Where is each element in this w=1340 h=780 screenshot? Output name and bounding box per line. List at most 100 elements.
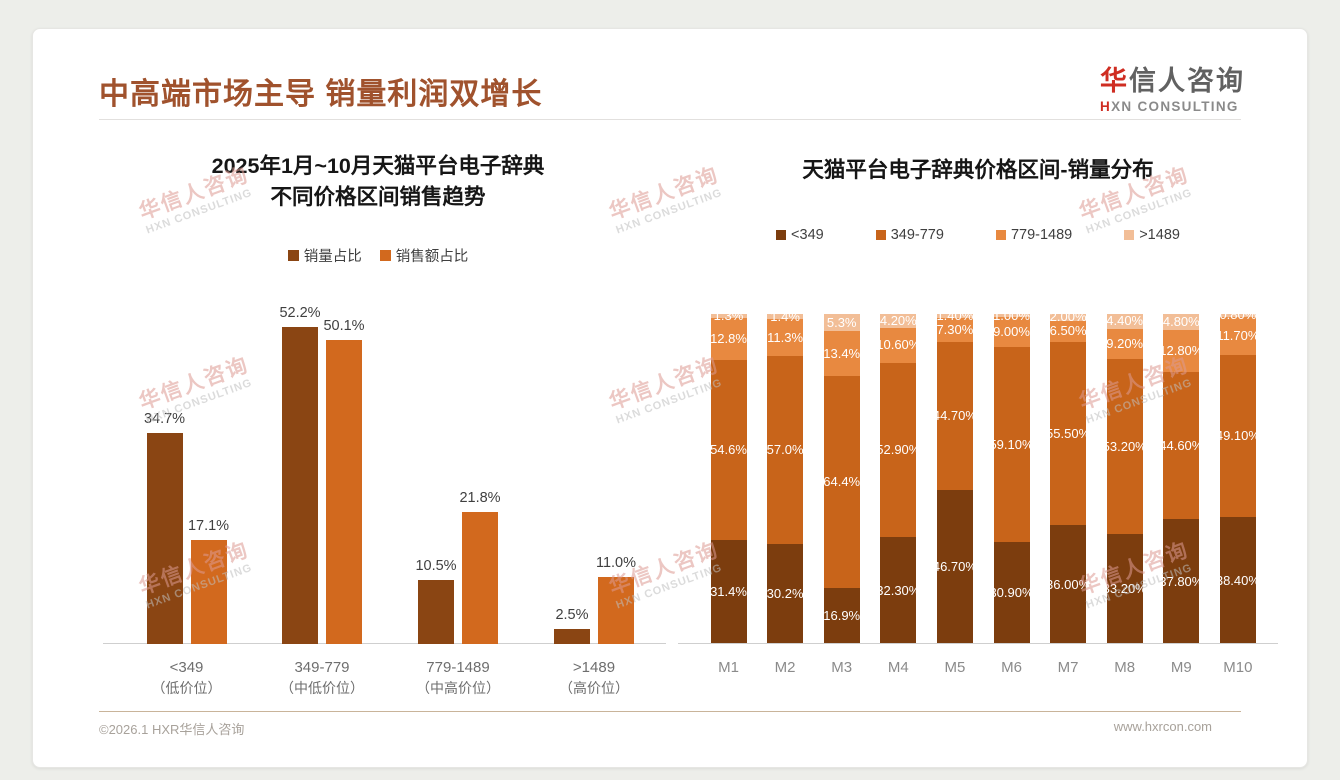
segment-label: 59.10% (989, 436, 1034, 452)
legend-swatch-icon (1124, 230, 1135, 240)
bar-segment (823, 375, 860, 589)
bar-segment (1163, 519, 1200, 643)
x-tick-label: M10 (1223, 659, 1253, 676)
bar (282, 327, 318, 644)
segment-label: 32.30% (876, 582, 921, 598)
legend-swatch-icon (379, 250, 391, 261)
segment-label: 6.50% (1049, 323, 1087, 339)
bar-segment (1106, 358, 1143, 535)
bar-segment (880, 314, 917, 328)
bar-segment (1219, 314, 1256, 317)
segment-label: 54.6% (710, 442, 747, 458)
segment-label: 5.3% (826, 314, 857, 330)
legend-swatch-icon (995, 230, 1006, 240)
bar-segment (1106, 534, 1143, 643)
bar (146, 433, 183, 644)
x-tick-label: 349-779 （中低价位） (252, 657, 392, 698)
footer-divider (99, 711, 1241, 712)
bar-segment (1050, 525, 1087, 643)
legend-item-779-1489: 779-1489 (995, 227, 1072, 243)
bar-segment (936, 342, 973, 490)
segment-label: 4.80% (1162, 314, 1200, 329)
segment-label: 16.9% (823, 608, 861, 624)
x-tick-line2: （中高价位） (416, 680, 500, 696)
x-tick-line1: 779-1489 (426, 659, 490, 676)
segment-label: 4.40% (1106, 314, 1144, 329)
segment-label: 1.40% (936, 314, 974, 323)
bar-segment (1050, 320, 1087, 343)
x-tick-label: M3 (831, 659, 853, 676)
x-tick-label: >1489 （高价位） (524, 657, 664, 698)
bar-segment (993, 347, 1030, 543)
bar-segment (1163, 314, 1200, 330)
bar-segment (880, 327, 917, 363)
x-tick-line2: （高价位） (559, 680, 629, 696)
legend-label: <349 (791, 227, 824, 243)
segment-label: 49.10% (1215, 428, 1260, 444)
bar (190, 540, 227, 644)
bar (326, 340, 362, 644)
bar (418, 580, 454, 644)
right-chart-plot: 31.4% 54.6% 12.8% 1.3% 30.2% 57.0% 11.3% 1.4% 16… (678, 314, 1278, 644)
segment-label: 53.20% (1102, 438, 1147, 454)
bar-segment (710, 360, 747, 541)
x-tick-label: <349 （低价位） (117, 657, 257, 698)
bar-segment (1163, 329, 1200, 373)
slide-card: 中高端市场主导 销量利润双增长 华信人咨询 HXN CONSULTING 202… (32, 28, 1308, 768)
segment-label: 44.70% (932, 408, 977, 424)
logo-en: HXN CONSULTING (1100, 99, 1245, 114)
segment-label: 11.70% (1216, 327, 1260, 343)
left-chart-plot: 34.7% 52.2% 10.5% 2.5% 17.1% 50.1% 21.8% 11.0% (78, 284, 678, 644)
bar-segment (936, 314, 973, 319)
logo-zh-rest: 信人咨询 (1129, 66, 1245, 96)
bar-segment (823, 588, 860, 643)
bar-segment (710, 314, 747, 318)
left-chart-legend: 销量占比 销售额占比 (78, 245, 678, 266)
segment-label: 46.70% (932, 558, 977, 574)
bar-segment (767, 314, 804, 319)
segment-label: 33.20% (1102, 581, 1147, 597)
x-tick-line2: （中低价位） (280, 680, 364, 696)
website-text: www.hxrcon.com (1113, 719, 1212, 734)
x-tick-label: M2 (774, 659, 796, 676)
right-chart-legend: <349 349-779 779-1489 >1489 (678, 227, 1278, 243)
segment-label: 30.2% (766, 586, 804, 602)
logo-zh: 华信人咨询 (1100, 59, 1245, 98)
bar-segment (880, 362, 917, 538)
bar-value-label: 50.1% (323, 318, 365, 334)
bar-segment (936, 489, 973, 643)
left-chart-title-line2: 不同价格区间销售趋势 (270, 185, 486, 209)
segment-label: 37.80% (1159, 573, 1204, 589)
segment-label: 2.00% (1049, 314, 1087, 325)
x-tick-line1: 349-779 (294, 659, 350, 676)
segment-label: 30.90% (989, 585, 1034, 600)
bar-segment (823, 331, 860, 376)
company-logo: 华信人咨询 HXN CONSULTING (1100, 59, 1245, 114)
bar (598, 577, 634, 644)
bar-value-label: 11.0% (595, 555, 637, 571)
legend-label: 349-779 (890, 227, 944, 243)
x-tick-label: M8 (1114, 659, 1136, 676)
bar-segment (767, 356, 804, 545)
page-title: 中高端市场主导 销量利润双增长 (99, 78, 543, 111)
legend-swatch-icon (776, 230, 787, 240)
segment-label: 1.3% (713, 314, 744, 323)
x-tick-label: M7 (1057, 659, 1079, 676)
x-tick-label: M1 (718, 659, 739, 676)
segment-label: 10.60% (876, 337, 921, 353)
legend-label: 销售额占比 (395, 249, 469, 265)
segment-label: 4.20% (879, 314, 917, 328)
x-tick-label: M9 (1170, 659, 1192, 676)
bar-value-label: 52.2% (279, 305, 321, 321)
segment-label: 12.8% (710, 331, 747, 347)
bar-segment (880, 537, 917, 643)
left-chart-title: 2025年1月~10月天猫平台电子辞典 不同价格区间销售趋势 (78, 151, 678, 213)
bar-value-label: 2.5% (555, 607, 589, 623)
legend-item-<349: <349 (776, 227, 824, 243)
x-tick-label: M4 (887, 659, 909, 676)
bar-segment (710, 540, 747, 643)
right-chart-title: 天猫平台电子辞典价格区间-销量分布 (678, 155, 1278, 186)
legend-label: >1489 (1139, 227, 1180, 243)
bar (554, 629, 590, 644)
logo-zh-accent: 华 (1100, 66, 1129, 96)
